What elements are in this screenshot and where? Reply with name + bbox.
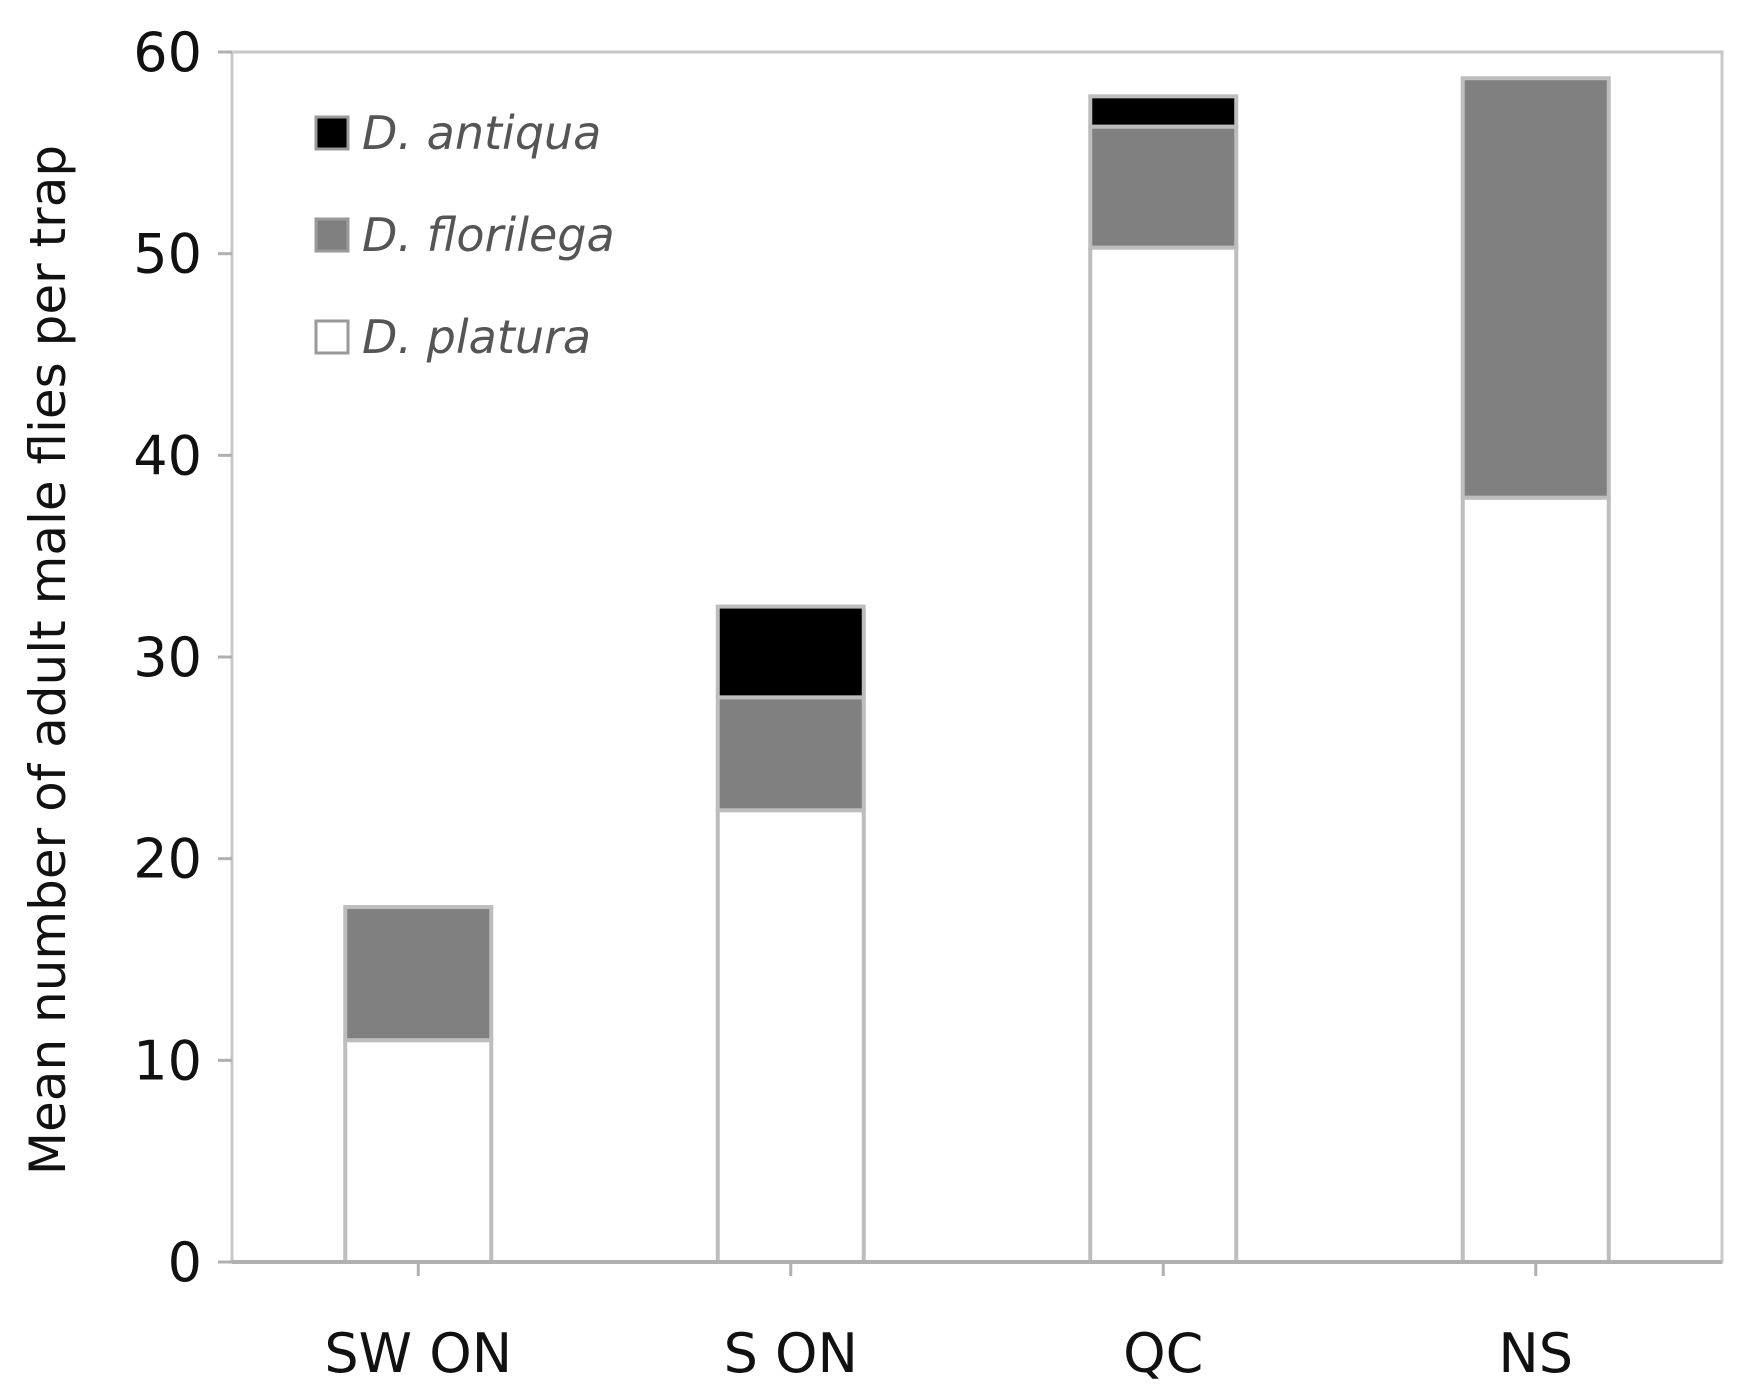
bar-segment-d-florilega (1460, 76, 1611, 500)
y-tick-label: 0 (168, 1231, 202, 1294)
bar-segment-d-antiqua (1088, 94, 1239, 129)
bar-segment-d-antiqua (715, 604, 866, 700)
y-tick-label: 10 (133, 1029, 202, 1092)
y-tick-label: 60 (133, 21, 202, 84)
legend-label-d-florilega: D. florilega (362, 208, 615, 262)
bar-segment-d-platura (343, 1038, 494, 1264)
y-tick-label: 20 (133, 828, 202, 891)
legend-swatch-d-platura (314, 319, 350, 355)
x-tick-label: S ON (724, 1322, 858, 1385)
bar-segment-d-platura (1460, 495, 1611, 1264)
y-tick-label: 30 (133, 626, 202, 689)
legend-label-d-platura: D. platura (362, 310, 591, 364)
bar-segment-d-florilega (1088, 124, 1239, 250)
axes: 0 10 20 30 40 50 60 SW ON S ON QC NS (133, 21, 1722, 1385)
legend-swatch-d-florilega (314, 217, 350, 253)
x-tick-label: NS (1498, 1322, 1573, 1385)
bar-segment-d-florilega (715, 695, 866, 813)
bar-segment-d-platura (715, 808, 866, 1264)
x-tick-label: QC (1123, 1322, 1203, 1385)
x-tick-label: SW ON (324, 1322, 512, 1385)
bar-segment-d-florilega (343, 905, 494, 1043)
y-axis-title: Mean number of adult male flies per trap (19, 145, 77, 1175)
legend-swatch-d-antiqua (314, 115, 350, 151)
bars (343, 76, 1611, 1265)
bar-segment-d-platura (1088, 245, 1239, 1265)
y-tick-label: 40 (133, 424, 202, 487)
legend-label-d-antiqua: D. antiqua (362, 106, 601, 160)
legend: D. antiqua D. florilega D. platura (314, 106, 615, 364)
y-tick-label: 50 (133, 223, 202, 286)
